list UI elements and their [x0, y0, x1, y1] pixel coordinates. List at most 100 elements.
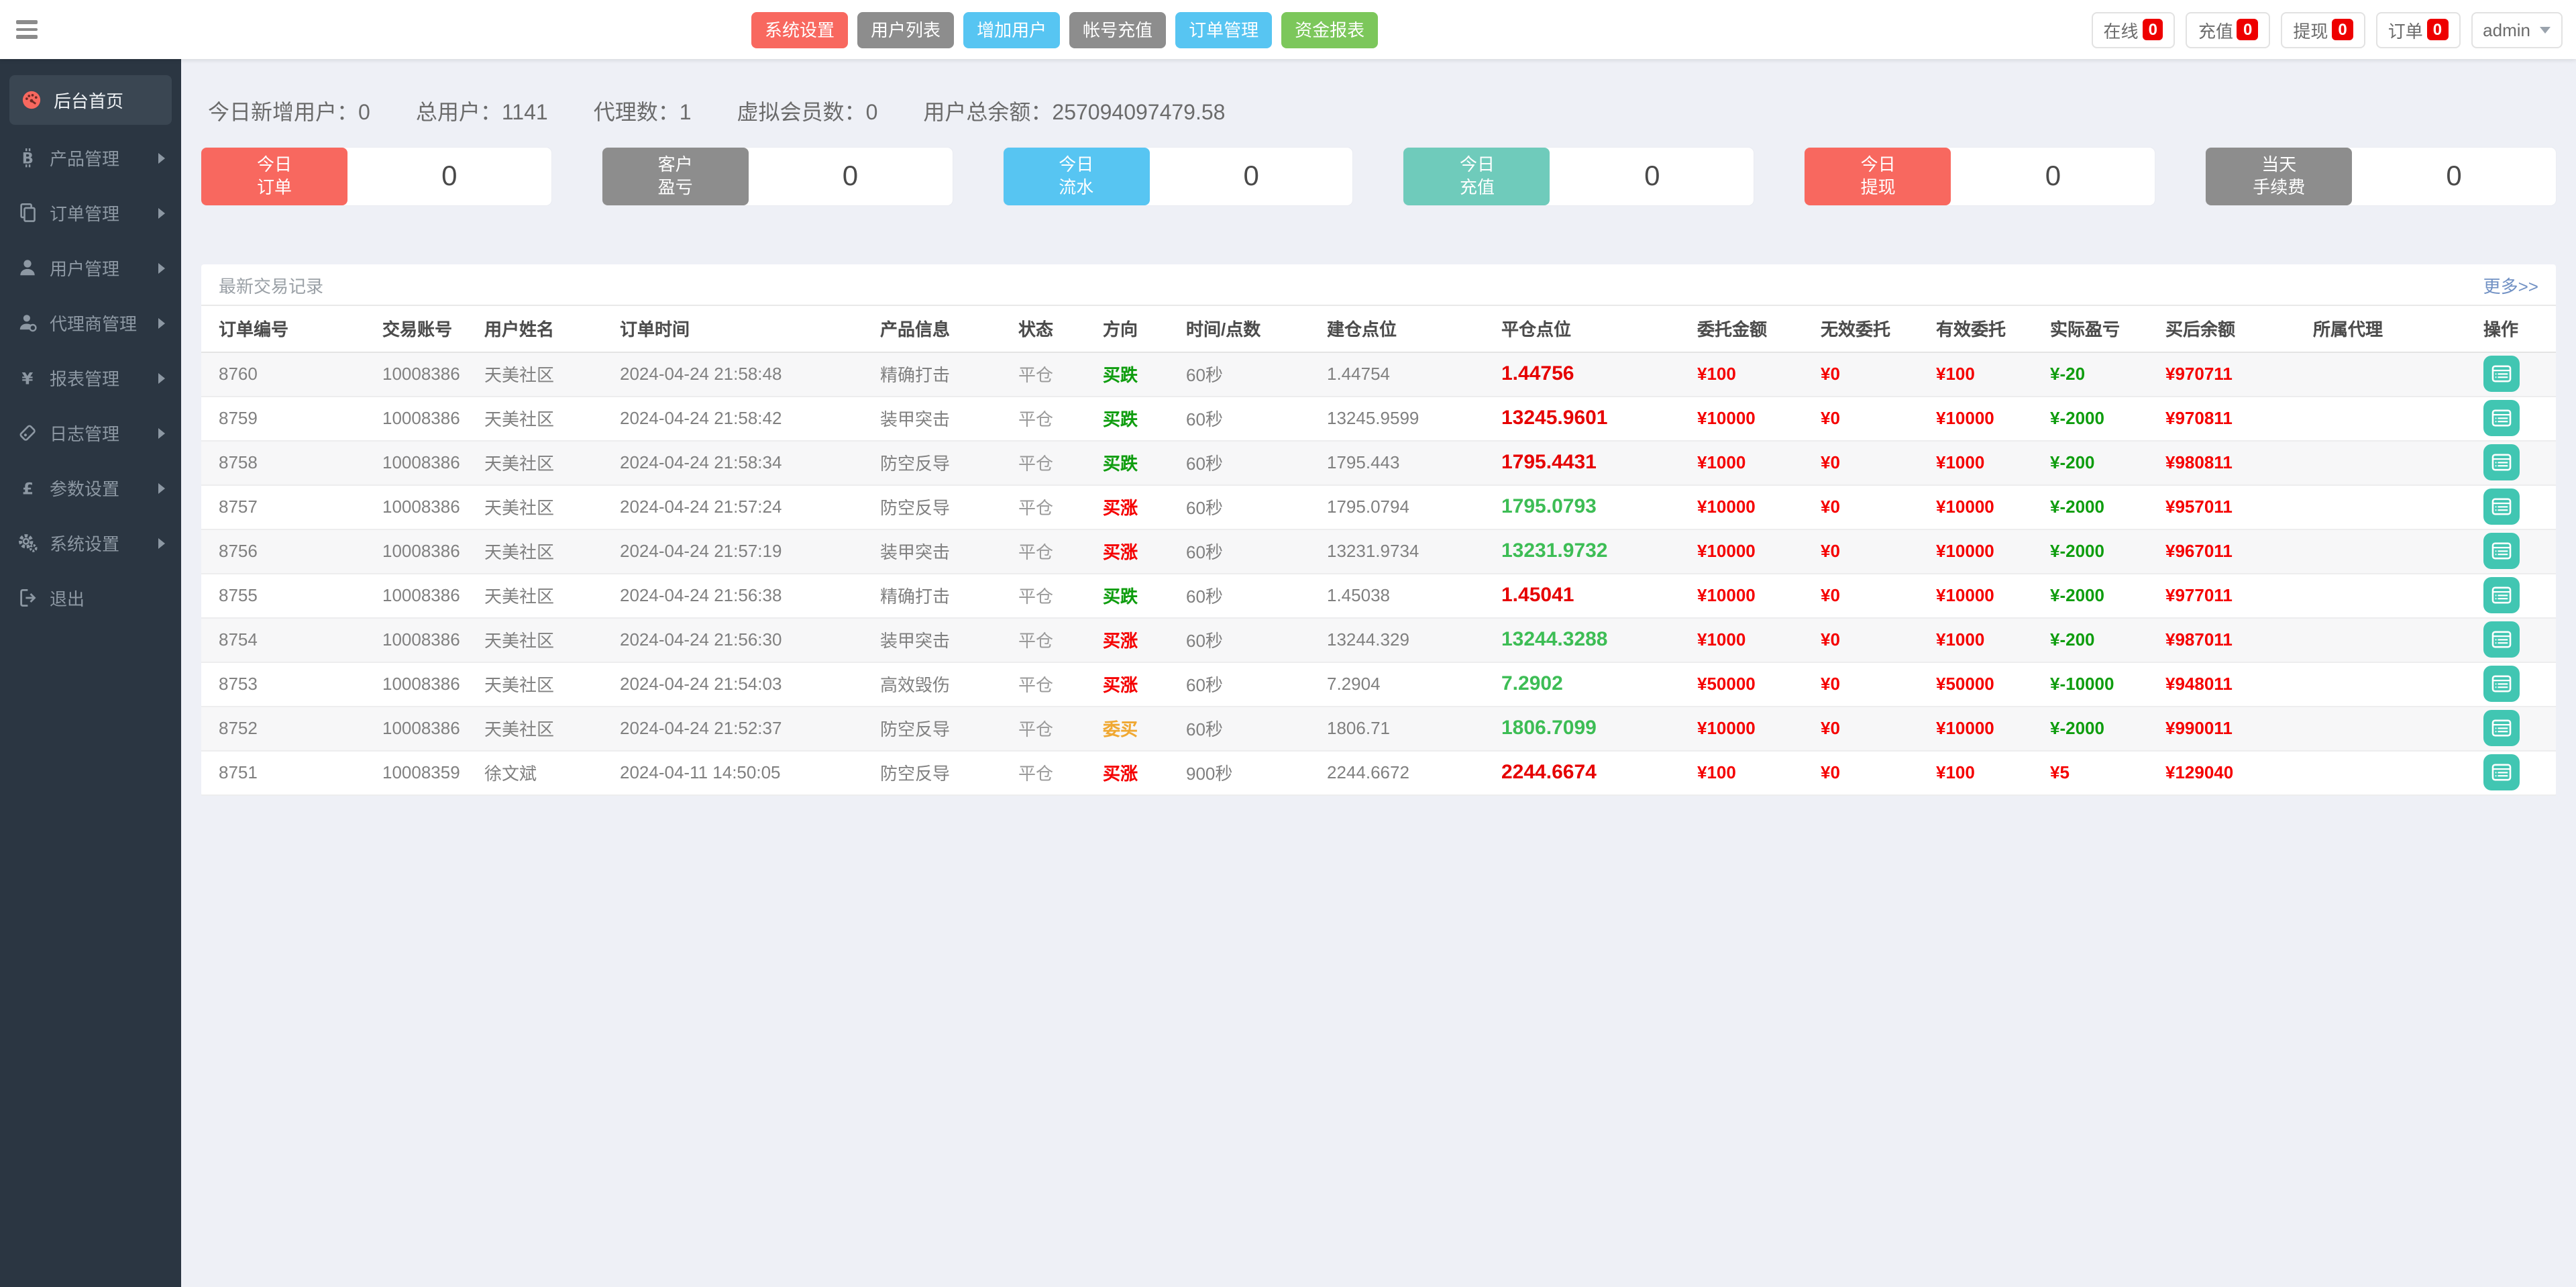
cell-valid-amount: ¥10000 — [1936, 718, 1994, 738]
sidebar-item[interactable]: 日志管理 — [0, 405, 181, 460]
table-row: 8756 10008386 天美社区 2024-04-24 21:57:19 装… — [201, 529, 2556, 573]
cell-period: 60秒 — [1186, 498, 1223, 518]
order-detail-button[interactable] — [2483, 488, 2520, 525]
cell-balance: ¥957011 — [2165, 497, 2233, 517]
cell-invalid-amount: ¥0 — [1821, 541, 1840, 561]
cell-period: 900秒 — [1186, 764, 1233, 784]
sidebar-item-icon — [20, 89, 43, 111]
cell-order-time: 2024-04-24 21:52:37 — [620, 718, 782, 738]
sidebar-item-label: 后台首页 — [54, 91, 124, 111]
column-header: 用户姓名 — [476, 306, 612, 352]
cell-status: 平仓 — [1018, 764, 1054, 784]
cell-close-price: 13244.3288 — [1501, 628, 1608, 651]
cell-amount: ¥10000 — [1697, 718, 1756, 738]
column-header: 买后余额 — [2157, 306, 2305, 352]
table-row: 8760 10008386 天美社区 2024-04-24 21:58:48 精… — [201, 352, 2556, 396]
sidebar-item-icon: £ — [16, 477, 39, 499]
cell-order-time: 2024-04-24 21:57:24 — [620, 497, 782, 517]
svg-text:£: £ — [22, 478, 34, 498]
quick-nav-button[interactable]: 用户列表 — [857, 11, 955, 48]
sidebar-item[interactable]: 系统设置 — [0, 515, 181, 570]
cell-invalid-amount: ¥0 — [1821, 674, 1840, 694]
cell-profit: ¥5 — [2050, 762, 2070, 782]
order-detail-button[interactable] — [2483, 666, 2520, 702]
status-counter-label: 订单 — [2387, 21, 2423, 41]
quick-nav-button[interactable]: 资金报表 — [1281, 11, 1379, 48]
summary-card-value: 0 — [441, 160, 458, 191]
cell-period: 60秒 — [1186, 454, 1223, 474]
cell-order-time: 2024-04-24 21:57:19 — [620, 541, 782, 561]
table-header-row: 订单编号 交易账号 用户姓名 订单时间 产品信息 状态 方向 时间/点数 建仓点位 平仓点位 委托金… — [201, 306, 2556, 352]
column-header: 状态 — [1010, 306, 1095, 352]
sidebar-item[interactable]: 后台首页 — [9, 75, 172, 125]
cell-amount: ¥10000 — [1697, 541, 1756, 561]
summary-card-label: 今日 充值 — [1403, 148, 1550, 205]
order-detail-button[interactable] — [2483, 710, 2520, 746]
menu-toggle-icon[interactable] — [16, 17, 40, 42]
cell-open-price: 7.2904 — [1327, 674, 1381, 694]
cell-account: 10008386 — [382, 585, 460, 605]
cell-profit: ¥-2000 — [2050, 497, 2104, 517]
svg-text:¥: ¥ — [21, 368, 33, 388]
more-link[interactable]: 更多>> — [2483, 276, 2538, 296]
cell-period: 60秒 — [1186, 675, 1223, 695]
cell-order-time: 2024-04-24 21:54:03 — [620, 674, 782, 694]
order-detail-button[interactable] — [2483, 356, 2520, 392]
cell-direction: 买跌 — [1103, 586, 1138, 607]
cell-product: 装甲突击 — [880, 542, 951, 562]
order-detail-button[interactable] — [2483, 577, 2520, 613]
cell-agent — [2305, 396, 2475, 440]
user-name: admin — [2483, 19, 2530, 40]
sidebar-item-icon — [16, 202, 39, 223]
status-counter-button[interactable]: 在线 0 — [2091, 11, 2176, 48]
cell-actions — [2475, 573, 2556, 617]
cell-order-id: 8753 — [219, 674, 258, 694]
sidebar-item[interactable]: ¥ 报表管理 — [0, 350, 181, 405]
cell-close-price: 7.2902 — [1501, 672, 1563, 695]
status-counter-button[interactable]: 充值 0 — [2186, 11, 2271, 48]
chevron-right-icon — [158, 372, 165, 383]
order-detail-button[interactable] — [2483, 400, 2520, 436]
stat-label: 代理数： — [593, 102, 680, 125]
status-counter-badge: 0 — [2142, 19, 2163, 40]
cell-actions — [2475, 750, 2556, 794]
sidebar-item[interactable]: 用户管理 — [0, 240, 181, 295]
cell-direction: 买涨 — [1103, 631, 1138, 651]
summary-card-value: 0 — [842, 160, 859, 191]
cell-username: 天美社区 — [484, 454, 555, 474]
cell-invalid-amount: ¥0 — [1821, 452, 1840, 472]
quick-nav-button[interactable]: 增加用户 — [963, 11, 1061, 48]
quick-nav-button[interactable]: 订单管理 — [1175, 11, 1273, 48]
user-menu-button[interactable]: admin — [2471, 11, 2563, 48]
cell-username: 徐文斌 — [484, 764, 537, 784]
sidebar-item[interactable]: 订单管理 — [0, 185, 181, 240]
quick-nav-button[interactable]: 帐号充值 — [1069, 11, 1167, 48]
stat-label: 用户总余额： — [923, 102, 1053, 125]
cell-status: 平仓 — [1018, 586, 1054, 607]
order-detail-button[interactable] — [2483, 533, 2520, 569]
status-counter-button[interactable]: 提现 0 — [2281, 11, 2365, 48]
status-counter-button[interactable]: 订单 0 — [2375, 11, 2461, 48]
order-detail-button[interactable] — [2483, 754, 2520, 790]
table-row: 8755 10008386 天美社区 2024-04-24 21:56:38 精… — [201, 573, 2556, 617]
sidebar-item[interactable]: B 产品管理 — [0, 130, 181, 185]
stat-item: 虚拟会员数：0 — [737, 94, 878, 126]
order-detail-button[interactable] — [2483, 621, 2520, 658]
sidebar-item[interactable]: 代理商管理 — [0, 295, 181, 350]
summary-card: 今日 订单 0 — [201, 148, 551, 205]
svg-text:B: B — [22, 150, 34, 168]
summary-card-label: 当天 手续费 — [2206, 148, 2353, 205]
latest-trades-panel: 最新交易记录 更多>> 订单编号 交易账号 用户姓名 订单时间 产品信息 状态 方向 时间/点… — [201, 264, 2556, 795]
cell-balance: ¥977011 — [2165, 585, 2233, 605]
column-header: 所属代理 — [2305, 306, 2475, 352]
cell-username: 天美社区 — [484, 365, 555, 385]
sidebar-item-icon — [16, 422, 39, 444]
quick-nav-button[interactable]: 系统设置 — [751, 11, 849, 48]
order-detail-button[interactable] — [2483, 444, 2520, 480]
cell-status: 平仓 — [1018, 409, 1054, 429]
sidebar-item[interactable]: £ 参数设置 — [0, 460, 181, 515]
sidebar-item[interactable]: 退出 — [0, 570, 181, 625]
sidebar-item-label: 日志管理 — [50, 424, 120, 444]
trades-table-body: 8760 10008386 天美社区 2024-04-24 21:58:48 精… — [201, 352, 2556, 794]
main-content: 今日新增用户：0 总用户：1141 代理数：1 虚拟会员数：0 用户总余额：257094… — [181, 59, 2576, 1287]
